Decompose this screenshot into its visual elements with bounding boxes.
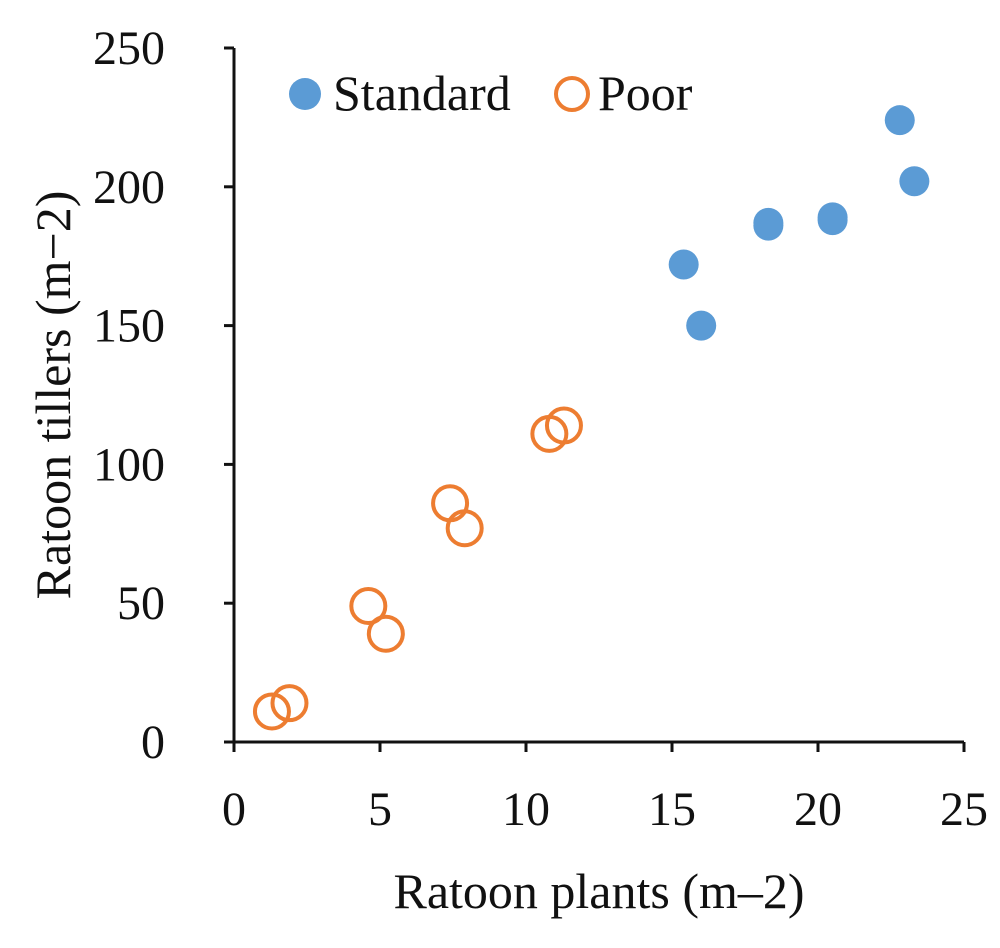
y-tick-label: 250 <box>93 22 165 75</box>
data-point-poor <box>544 406 583 445</box>
data-point-standard <box>817 202 848 233</box>
data-point-poor <box>252 692 291 731</box>
legend-marker-poor <box>554 76 590 112</box>
axes <box>232 48 964 744</box>
tick-marks <box>224 46 966 752</box>
x-tick-label: 5 <box>368 783 392 836</box>
data-point-poor <box>270 684 309 723</box>
data-point-standard <box>753 207 784 238</box>
x-tick-label: 25 <box>940 783 988 836</box>
x-axis-title: Ratoon plants (m–2) <box>393 863 804 919</box>
data-point-poor <box>431 484 470 523</box>
legend-label-poor: Poor <box>598 65 693 121</box>
data-point-standard <box>899 166 930 197</box>
x-tick-label: 15 <box>648 783 696 836</box>
y-tick-label: 0 <box>141 716 165 769</box>
legend: Standard Poor <box>289 65 693 121</box>
data-point-poor <box>366 614 405 653</box>
legend-marker-standard <box>289 78 321 110</box>
data-point-poor <box>445 509 484 548</box>
data-point-standard <box>884 105 915 136</box>
x-tick-label: 20 <box>794 783 842 836</box>
y-tick-label: 200 <box>93 161 165 214</box>
data-point-poor <box>349 586 388 625</box>
y-axis-title: Ratoon tillers (m−2) <box>25 191 81 600</box>
data-point-standard <box>686 310 717 341</box>
data-point-standard <box>668 249 699 280</box>
x-tick-label: 0 <box>222 783 246 836</box>
data-points <box>252 105 930 731</box>
y-tick-label: 150 <box>93 300 165 353</box>
y-tick-label: 100 <box>93 438 165 491</box>
legend-label-standard: Standard <box>333 65 511 121</box>
x-tick-label: 10 <box>502 783 550 836</box>
y-tick-label: 50 <box>117 577 165 630</box>
